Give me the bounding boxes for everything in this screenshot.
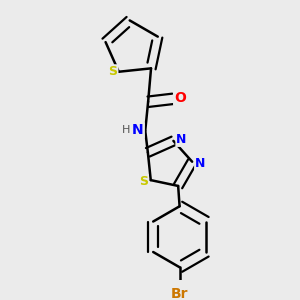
Text: S: S — [139, 175, 148, 188]
Text: N: N — [132, 123, 144, 137]
Text: N: N — [176, 133, 187, 146]
Text: O: O — [174, 91, 186, 105]
Text: N: N — [195, 157, 206, 170]
Text: H: H — [122, 125, 130, 135]
Text: Br: Br — [171, 287, 188, 300]
Text: S: S — [109, 65, 118, 78]
